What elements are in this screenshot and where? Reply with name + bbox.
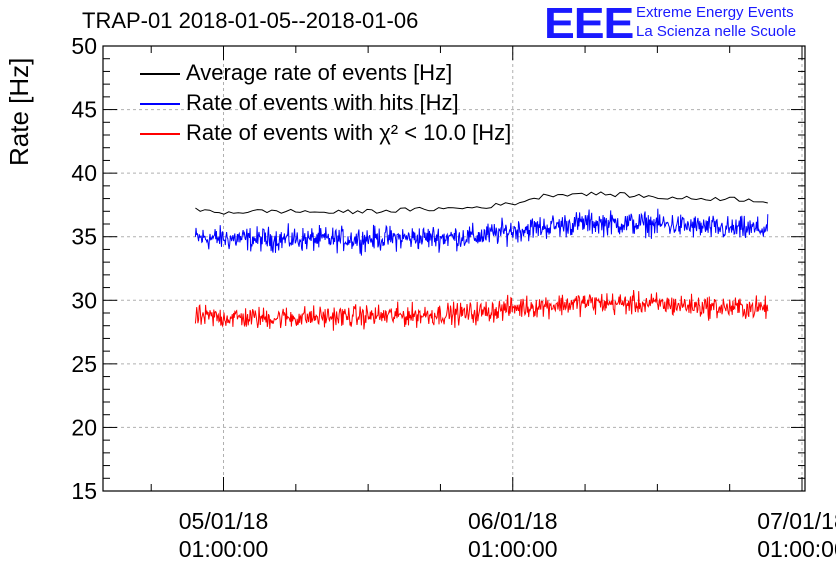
tick-labels: 152025303540455005/01/1801:00:0006/01/18… (71, 33, 836, 562)
x-tick-label-time: 01:00:00 (179, 536, 269, 562)
y-tick-label: 50 (71, 33, 97, 59)
y-tick-label: 25 (71, 351, 97, 377)
legend-swatch-hits (140, 103, 180, 105)
eee-logo: EEE (544, 0, 634, 48)
series-group (194, 191, 769, 331)
y-axis-title: Rate [Hz] (4, 57, 34, 166)
series-line-0 (195, 191, 768, 215)
legend-swatch-average (140, 73, 180, 75)
series-line-2 (194, 289, 769, 331)
x-tick-label-time: 01:00:00 (757, 536, 836, 562)
y-tick-label: 40 (71, 160, 97, 186)
y-tick-label: 20 (71, 414, 97, 440)
legend-label-hits: Rate of events with hits [Hz] (186, 90, 459, 115)
x-tick-label-time: 01:00:00 (468, 536, 558, 562)
plot-border (102, 45, 806, 492)
y-tick-label: 30 (71, 287, 97, 313)
y-tick-label: 35 (71, 224, 97, 250)
series-line-1 (194, 208, 769, 256)
y-tick-label: 15 (71, 478, 97, 504)
x-tick-label-date: 07/01/18 (757, 508, 836, 534)
chart-title: TRAP-01 2018-01-05--2018-01-06 (82, 8, 419, 33)
legend-swatch-chi2 (140, 133, 180, 135)
x-tick-label-date: 05/01/18 (179, 508, 269, 534)
plot-frame (102, 45, 806, 492)
axis-ticks (103, 45, 805, 492)
legend-label-average: Average rate of events [Hz] (186, 60, 453, 85)
y-tick-label: 45 (71, 97, 97, 123)
logo-caption: Extreme Energy Events La Scienza nelle S… (636, 3, 796, 41)
legend-label-chi2: Rate of events with χ² < 10.0 [Hz] (186, 120, 512, 145)
x-tick-label-date: 06/01/18 (468, 508, 558, 534)
logo-line-2: La Scienza nelle Scuole (636, 23, 797, 40)
logo-line-1: Extreme Energy Events (636, 4, 794, 21)
